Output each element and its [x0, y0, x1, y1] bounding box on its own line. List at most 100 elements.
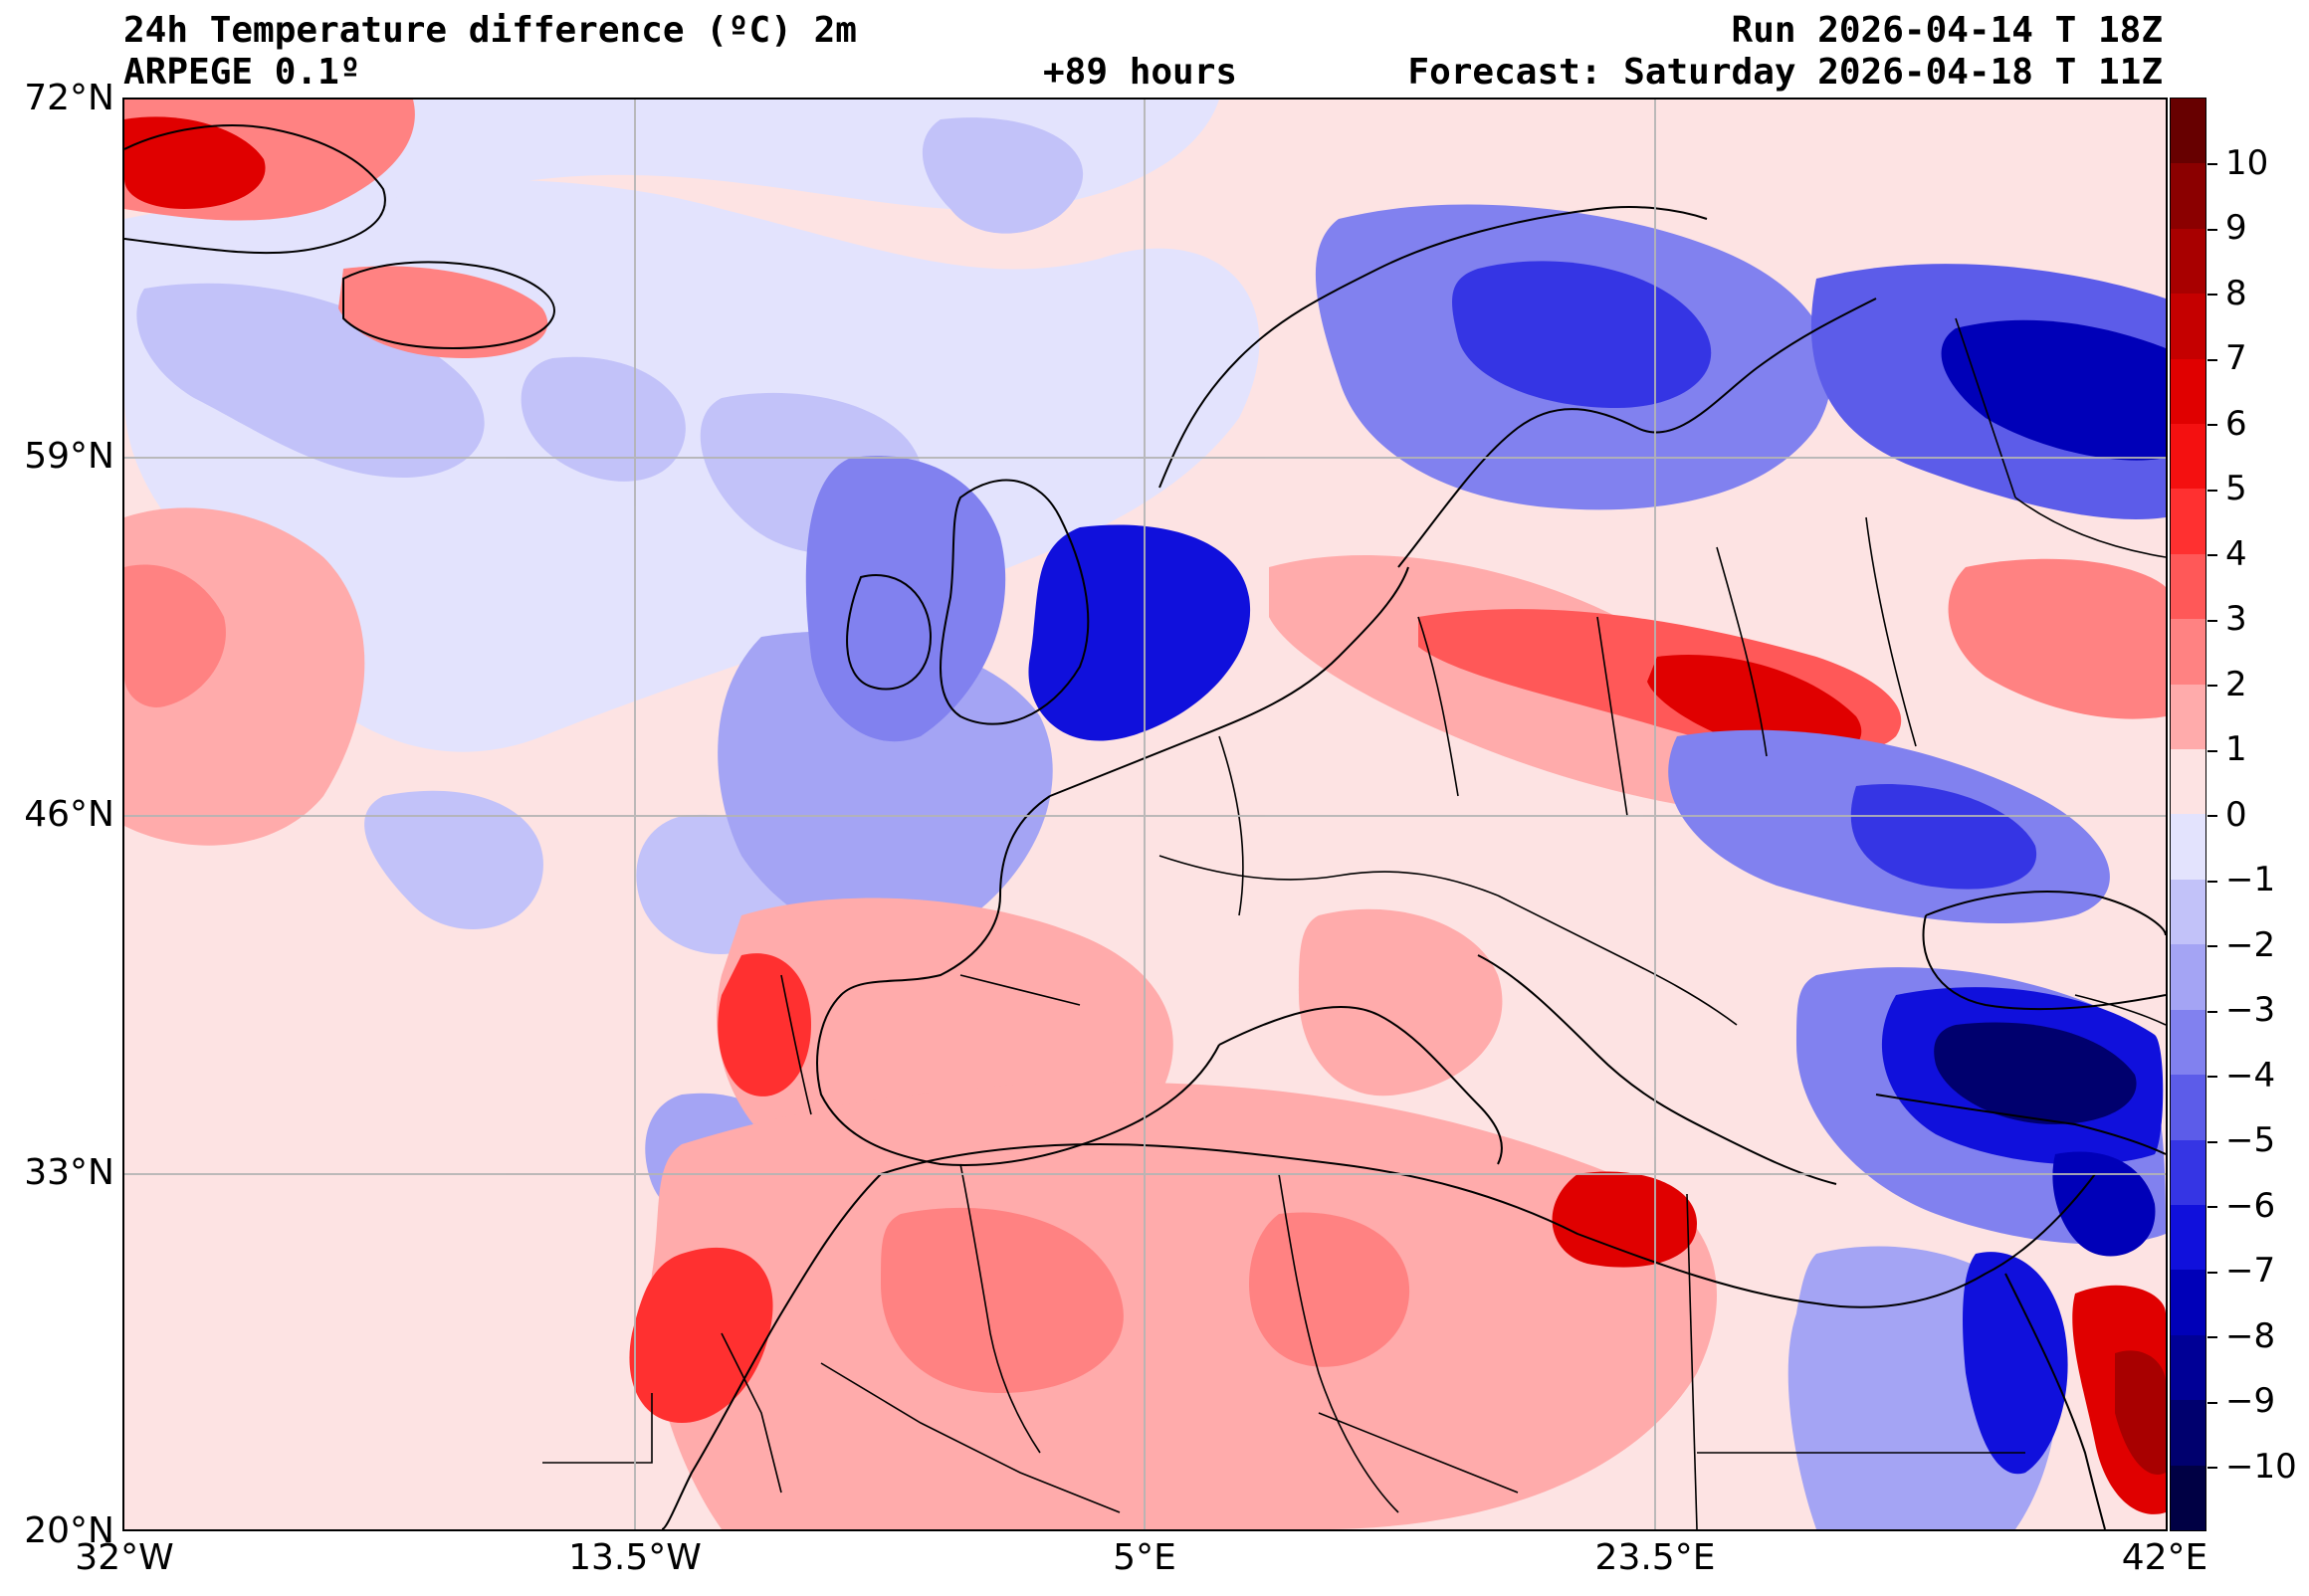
border-east-2	[2014, 497, 2166, 558]
colorbar-tick-mark	[2207, 815, 2217, 817]
coast-ireland	[846, 574, 933, 691]
colorbar-tick-text: 5	[2225, 469, 2247, 508]
coast-black-sea	[1922, 891, 2166, 1011]
colorbar-tick-text: 7	[2225, 338, 2247, 378]
coast-france-spain	[816, 795, 1220, 1166]
lat-label-59n: 59°N	[24, 436, 114, 477]
border-spain-portugal	[780, 974, 812, 1115]
colorbar-tick-mark	[2207, 489, 2217, 492]
colorbar-tick-label: 7	[2207, 340, 2247, 376]
colorbar-tick-label: −10	[2207, 1449, 2297, 1485]
colorbar-tick-label: 9	[2207, 210, 2247, 246]
field-italy-warm	[1299, 908, 1503, 1097]
colorbar-tick-label: −7	[2207, 1253, 2275, 1289]
coast-sweden-finland	[1397, 298, 1877, 568]
colorbar-tick-mark	[2207, 424, 2217, 426]
field-red-sea-cold	[1963, 1252, 2068, 1475]
colorbar-tick-text: −8	[2225, 1315, 2276, 1356]
colorbar-tick-label: −4	[2207, 1058, 2275, 1094]
border-algeria-libya	[1278, 1173, 1399, 1513]
colorbar-segment	[2171, 1009, 2205, 1076]
colorbar-tick-label: 6	[2207, 406, 2247, 442]
colorbar-tick-text: −3	[2225, 990, 2276, 1030]
border-algeria-morocco	[959, 1163, 1041, 1454]
field-libya-coast-warm	[1552, 1171, 1697, 1268]
model-name: ARPEGE 0.1º	[123, 52, 361, 93]
colorbar-tick-label: −2	[2207, 927, 2275, 963]
colorbar-segment	[2171, 684, 2205, 750]
colorbar-tick-text: −5	[2225, 1120, 2276, 1160]
colorbar-tick-text: 0	[2225, 794, 2247, 835]
border-east-europe-2	[1865, 516, 1917, 747]
map-panel[interactable]	[122, 98, 2168, 1531]
colorbar-tick-label: 1	[2207, 731, 2247, 767]
gridline-layer	[124, 100, 2166, 1529]
colorbar-tick-text: −10	[2225, 1446, 2297, 1487]
colorbar-tick-text: 6	[2225, 403, 2247, 444]
colorbar-tick-label: −8	[2207, 1318, 2275, 1354]
colorbar-tick-label: 8	[2207, 276, 2247, 311]
forecast-time: Forecast: Saturday 2026-04-18 T 11Z	[1407, 52, 2163, 93]
temperature-field-layer	[124, 100, 2166, 1529]
field-uk-cool	[805, 456, 1006, 742]
colorbar-segment	[2171, 99, 2205, 164]
colorbar-segment	[2171, 163, 2205, 229]
coast-greenland	[124, 124, 386, 255]
border-germany-poland	[1417, 616, 1459, 797]
colorbar-tick-mark	[2207, 945, 2217, 947]
colorbar-tick-mark	[2207, 749, 2217, 752]
colorbar-segment	[2171, 1465, 2205, 1530]
colorbar-segment	[2171, 489, 2205, 554]
border-poland-belarus	[1596, 616, 1628, 817]
colorbar-tick-label: 2	[2207, 667, 2247, 702]
colorbar-tick-label: 3	[2207, 601, 2247, 637]
field-iceland-warm	[338, 266, 548, 358]
colorbar-segment	[2171, 424, 2205, 490]
border-spain-france	[959, 974, 1081, 1006]
colorbar-segment	[2171, 879, 2205, 945]
border-western-sahara	[542, 1393, 653, 1464]
colorbar-tick-label: −1	[2207, 862, 2275, 898]
colorbar-tick-text: 10	[2225, 142, 2269, 183]
colorbar-tick-text: −6	[2225, 1185, 2276, 1226]
colorbar-segment	[2171, 1204, 2205, 1271]
field-east-europe-warm	[1948, 558, 2166, 719]
colorbar-tick-mark	[2207, 294, 2217, 296]
colorbar-tick-label: −5	[2207, 1122, 2275, 1158]
colorbar-tick-text: 2	[2225, 664, 2247, 704]
coast-channel-north-sea	[1049, 566, 1409, 797]
colorbar-tick-label: −3	[2207, 992, 2275, 1028]
colorbar-tick-mark	[2207, 228, 2217, 231]
colorbar-tick-label: −9	[2207, 1383, 2275, 1419]
coast-red-sea	[2004, 1273, 2106, 1529]
colorbar-tick-mark	[2207, 1140, 2217, 1143]
colorbar-tick-label: −6	[2207, 1188, 2275, 1224]
field-benelux-cold	[1028, 524, 1251, 741]
colorbar-tick-mark	[2207, 1467, 2217, 1469]
lon-label-42e: 42°E	[2121, 1537, 2208, 1578]
colorbar-segment	[2171, 814, 2205, 880]
field-ukraine-cold-core	[1850, 784, 2037, 890]
colorbar-tick-label: 0	[2207, 797, 2247, 833]
colorbar-tick-mark	[2207, 1336, 2217, 1338]
field-greenland-warm-core	[124, 116, 266, 209]
colorbar-tick-mark	[2207, 880, 2217, 883]
border-alps	[1158, 855, 1499, 897]
border-caucasus	[2074, 994, 2166, 1026]
colorbar-tick-mark	[2207, 163, 2217, 165]
lat-label-33n: 33°N	[24, 1152, 114, 1193]
field-algeria-warm	[1249, 1212, 1410, 1367]
colorbar-tick-mark	[2207, 1076, 2217, 1078]
colorbar-tick-mark	[2207, 1401, 2217, 1404]
coast-iceland	[342, 261, 555, 350]
field-morocco-atlas-warm	[629, 1247, 773, 1423]
colorbar-tick-mark	[2207, 685, 2217, 687]
temperature-difference-map	[124, 100, 2166, 1529]
colorbar-segment	[2171, 1334, 2205, 1401]
coast-morocco-atlantic	[661, 1173, 882, 1529]
lon-label-32w: 32°W	[75, 1537, 174, 1578]
border-france-germany	[1218, 735, 1244, 916]
field-north-sea-patch	[922, 117, 1084, 234]
colorbar-segment	[2171, 1270, 2205, 1335]
field-west-atlantic-warm-core	[124, 564, 226, 707]
